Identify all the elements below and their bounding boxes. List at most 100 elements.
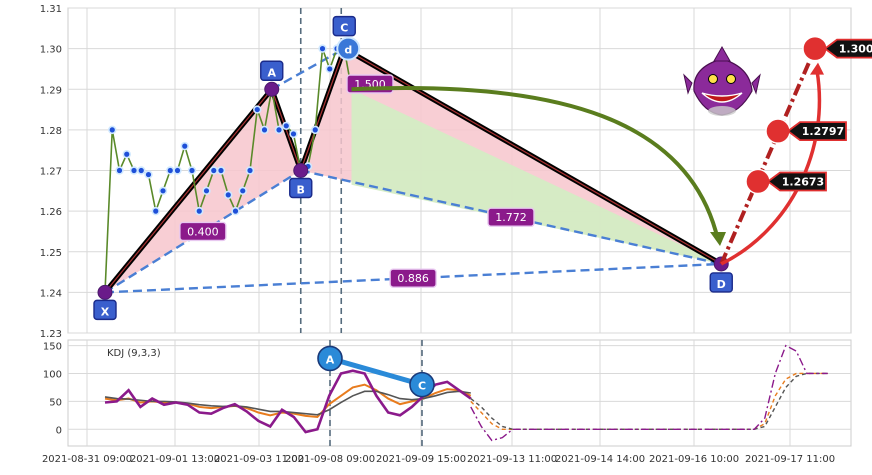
target-marker xyxy=(802,35,828,62)
shark-eye xyxy=(726,74,736,84)
price-point xyxy=(216,166,226,175)
price-y-tick-label: 1.23 xyxy=(40,329,62,340)
x-tick-label: 2021-08-31 09:00 xyxy=(42,454,132,465)
x-tick-label: 2021-09-14 14:00 xyxy=(555,454,645,465)
price-point xyxy=(274,125,284,135)
x-tick-label: 2021-09-01 13:00 xyxy=(130,454,220,465)
shark-fin xyxy=(713,45,731,62)
indicator-y-tick-label: 50 xyxy=(49,397,62,408)
price-point xyxy=(108,125,117,135)
price-point xyxy=(137,166,146,175)
price-y-tick-label: 1.28 xyxy=(40,126,62,137)
price-point xyxy=(195,206,204,216)
pattern-point-label-box xyxy=(260,60,284,81)
kdj-j-projection xyxy=(470,344,828,442)
projection-curve-arrow xyxy=(351,85,720,241)
pattern-point-label: B xyxy=(297,184,305,197)
pattern-leg-core xyxy=(104,88,273,293)
target-price-tag xyxy=(786,121,847,141)
kdj-j-line xyxy=(104,369,472,434)
projection-arrowhead xyxy=(710,232,726,246)
price-y-tick-label: 1.27 xyxy=(40,167,62,178)
shark-belly xyxy=(708,106,736,116)
price-point xyxy=(224,190,233,200)
x-tick-label: 2021-09-03 11:00 xyxy=(214,454,304,465)
price-point xyxy=(289,129,298,139)
ratio-label: 0.400 xyxy=(187,225,219,238)
indicator-marker xyxy=(317,345,343,372)
price-point xyxy=(311,125,320,135)
price-point xyxy=(238,186,247,196)
price-point xyxy=(180,141,189,151)
target-arrowhead xyxy=(810,62,824,75)
pattern-point-label: A xyxy=(267,66,276,79)
shark-mouth xyxy=(701,92,743,103)
ratio-label-box xyxy=(487,207,535,227)
price-y-tick-label: 1.26 xyxy=(40,207,62,218)
price-point xyxy=(231,206,240,216)
price-point xyxy=(151,206,160,216)
price-point xyxy=(115,166,124,175)
price-point xyxy=(209,166,218,175)
indicator-title: KDJ (9,3,3) xyxy=(107,348,161,359)
price-point xyxy=(245,166,255,175)
pattern-leg-core xyxy=(343,48,722,265)
ratio-label: 0.886 xyxy=(397,272,429,285)
indicator-marker xyxy=(409,371,435,398)
price-y-tick-label: 1.31 xyxy=(40,4,62,15)
ratio-label: 1.772 xyxy=(495,211,527,224)
price-point xyxy=(187,166,197,175)
pattern-point-marker xyxy=(293,163,309,178)
pattern-point-c-marker-label: d xyxy=(344,44,352,57)
target-price-tag xyxy=(766,171,827,192)
pattern-point-c-marker xyxy=(336,36,361,61)
x-tick-label: 2021-09-09 15:00 xyxy=(376,454,466,465)
target-projection-line xyxy=(719,47,817,265)
shark-side-fin xyxy=(683,73,693,95)
price-y-tick-label: 1.29 xyxy=(40,85,62,96)
indicator-y-tick-label: 150 xyxy=(43,342,62,353)
indicator-y-tick-label: 100 xyxy=(43,369,62,380)
price-point xyxy=(253,105,262,114)
price-point xyxy=(282,121,291,131)
pattern-point-label: X xyxy=(101,305,110,318)
pattern-point-marker xyxy=(97,284,113,300)
price-y-tick-label: 1.25 xyxy=(40,248,62,259)
ratio-label-box xyxy=(389,268,437,288)
pattern-point-label-box xyxy=(709,272,733,293)
indicator-panel xyxy=(67,339,852,447)
price-point xyxy=(158,186,168,196)
shark-eye xyxy=(708,74,718,84)
price-point xyxy=(318,44,327,53)
target-marker xyxy=(745,168,771,195)
price-point xyxy=(260,125,269,135)
target-marker xyxy=(765,118,791,144)
x-tick-label: 2021-09-16 10:00 xyxy=(649,454,739,465)
target-price-label: 1.2797 xyxy=(802,125,844,138)
price-point xyxy=(122,150,131,159)
price-y-tick-label: 1.24 xyxy=(40,288,62,299)
price-y-tick-label: 1.30 xyxy=(40,45,62,56)
x-tick-label: 2021-09-17 11:00 xyxy=(745,454,835,465)
indicator-y-tick-label: 0 xyxy=(56,425,62,436)
pattern-point-label-box xyxy=(93,299,117,321)
pattern-point-label: D xyxy=(717,278,726,291)
shark-logo xyxy=(683,45,761,116)
indicator-marker-label: C xyxy=(418,380,426,393)
target-price-label: 1.3000 xyxy=(839,43,872,56)
indicator-marker-label: A xyxy=(326,353,335,366)
price-point xyxy=(144,170,153,179)
pattern-point-label-box xyxy=(289,177,313,199)
bcd-triangle-fill xyxy=(300,48,722,264)
pattern-point-label-box xyxy=(332,15,356,37)
shark-side-fin xyxy=(751,73,761,95)
pattern-point-marker xyxy=(264,81,280,97)
pattern-leg-core xyxy=(300,48,345,171)
price-point xyxy=(202,186,211,196)
price-point xyxy=(325,64,334,74)
target-price-label: 1.2673 xyxy=(782,175,824,188)
indicator-ac-connector xyxy=(329,356,423,388)
price-point xyxy=(173,166,182,175)
price-point xyxy=(166,166,175,175)
